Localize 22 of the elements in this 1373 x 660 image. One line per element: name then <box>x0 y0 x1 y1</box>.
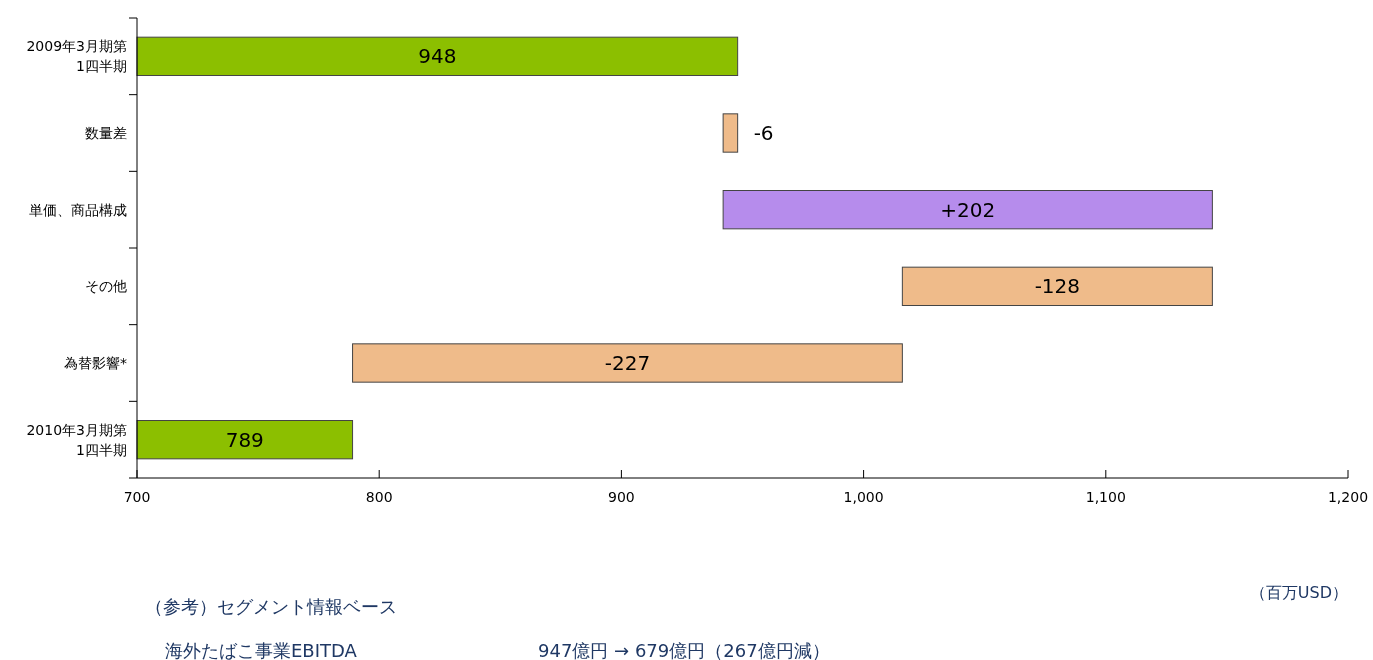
data-label: 948 <box>418 44 457 69</box>
x-tick-label: 700 <box>123 489 151 505</box>
data-label: -128 <box>1034 274 1081 299</box>
x-tick-label: 1,000 <box>843 489 884 505</box>
x-tick-label: 800 <box>365 489 393 505</box>
y-tick-label: 2010年3月期第1四半期 <box>26 421 127 458</box>
y-tick-label: 為替影響* <box>64 355 127 371</box>
data-label: 789 <box>225 427 264 452</box>
data-label: -6 <box>753 121 774 145</box>
y-tick-label: 2009年3月期第1四半期 <box>26 38 127 75</box>
y-tick-label: 単価、商品構成 <box>29 201 127 218</box>
y-tick-label: その他 <box>85 278 127 295</box>
text: 947億円 → 679億円（267億円減） <box>538 640 830 660</box>
x-tick-label: 900 <box>608 489 635 505</box>
text: 海外たばこ事業EBITDA <box>165 640 358 660</box>
text: （参考）セグメント情報ベース <box>145 596 397 617</box>
y-tick-label: 数量差 <box>85 125 127 141</box>
x-axis-title: （百万USD） <box>1249 583 1348 602</box>
data-label: -227 <box>604 351 651 375</box>
x-tick-label: 1,200 <box>1327 489 1369 505</box>
data-label: +202 <box>940 197 996 222</box>
x-tick-label: 1,100 <box>1085 489 1126 505</box>
